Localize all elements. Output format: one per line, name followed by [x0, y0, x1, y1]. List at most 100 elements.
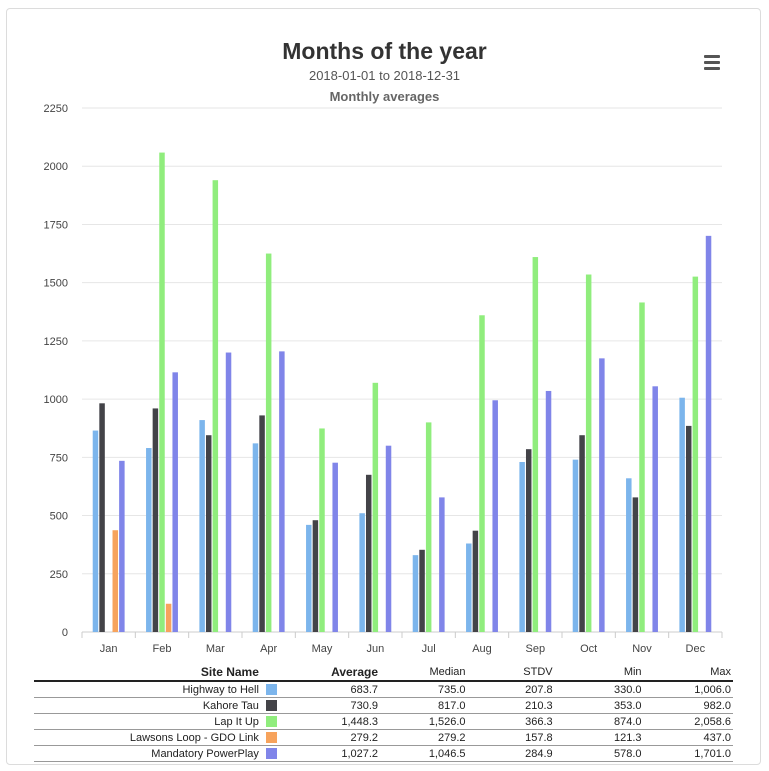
x-tick-label: Mar — [206, 643, 225, 655]
bar[interactable] — [492, 400, 498, 632]
bar[interactable] — [306, 524, 312, 632]
header-max: Max — [643, 664, 733, 682]
bar[interactable] — [685, 425, 692, 632]
bar[interactable] — [112, 530, 119, 632]
bar[interactable] — [119, 460, 125, 632]
bar[interactable] — [152, 408, 159, 632]
bar[interactable] — [259, 415, 265, 632]
x-tick-label: Apr — [260, 643, 277, 655]
bar[interactable] — [479, 315, 485, 632]
min-cell: 353.0 — [554, 697, 644, 714]
bar[interactable] — [692, 276, 699, 632]
bar[interactable] — [312, 520, 319, 632]
bar[interactable] — [419, 549, 425, 632]
bar[interactable] — [172, 372, 178, 632]
bar[interactable] — [92, 430, 99, 632]
median-cell: 735.0 — [380, 681, 468, 698]
bar[interactable] — [679, 397, 685, 632]
bar[interactable] — [639, 302, 645, 632]
min-cell: 330.0 — [554, 681, 644, 698]
header-min: Min — [554, 664, 644, 682]
bar[interactable] — [159, 152, 165, 632]
stdv-cell: 284.9 — [467, 745, 555, 762]
median-cell: 817.0 — [380, 697, 468, 714]
header-median: Median — [380, 664, 468, 682]
bar[interactable] — [626, 478, 632, 632]
max-cell: 437.0 — [643, 729, 733, 746]
header-site-name: Site Name — [34, 664, 261, 682]
y-tick-label: 0 — [62, 627, 68, 639]
bar[interactable] — [472, 530, 479, 632]
bar[interactable] — [365, 474, 372, 632]
bar[interactable] — [212, 180, 219, 632]
bar[interactable] — [519, 461, 525, 632]
stdv-cell: 157.8 — [467, 729, 555, 746]
chart-card — [6, 8, 761, 765]
bar[interactable] — [412, 555, 419, 632]
header-stdv: STDV — [467, 664, 555, 682]
y-tick-label: 2000 — [44, 161, 68, 173]
bar[interactable] — [466, 543, 472, 632]
max-cell: 2,058.6 — [643, 713, 733, 730]
swatch-cell — [260, 697, 283, 714]
average-cell: 1,448.3 — [282, 713, 381, 730]
min-cell: 874.0 — [554, 713, 644, 730]
y-tick-label: 1000 — [44, 394, 68, 406]
bar[interactable] — [332, 462, 338, 632]
bar[interactable] — [439, 497, 445, 632]
x-tick-label: Jan — [100, 643, 118, 655]
y-tick-label: 1750 — [44, 219, 68, 231]
legend-swatch — [266, 732, 278, 744]
bar[interactable] — [372, 382, 379, 632]
bar[interactable] — [545, 390, 552, 632]
x-tick-label: Jun — [366, 643, 384, 655]
y-tick-label: 1500 — [44, 278, 68, 290]
bar[interactable] — [199, 420, 205, 632]
bar[interactable] — [425, 422, 432, 632]
bar[interactable] — [579, 435, 585, 632]
bar[interactable] — [632, 497, 639, 632]
bar[interactable] — [225, 352, 232, 632]
x-tick-label: Oct — [580, 643, 597, 655]
bar[interactable] — [385, 445, 392, 632]
bar[interactable] — [252, 443, 259, 632]
bar[interactable] — [532, 257, 539, 632]
bar[interactable] — [319, 428, 325, 632]
bar[interactable] — [525, 449, 532, 632]
min-cell: 121.3 — [554, 729, 644, 746]
bar[interactable] — [359, 513, 365, 632]
bar[interactable] — [705, 235, 712, 632]
bar[interactable] — [205, 435, 212, 632]
bar[interactable] — [599, 358, 605, 632]
bar[interactable] — [165, 603, 172, 632]
bar[interactable] — [146, 448, 152, 632]
site-name-cell: Mandatory PowerPlay — [34, 745, 261, 762]
swatch-cell — [260, 713, 283, 730]
x-tick-label: Sep — [526, 643, 546, 655]
stdv-cell: 207.8 — [467, 681, 555, 698]
bar[interactable] — [572, 459, 579, 632]
bar[interactable] — [99, 403, 105, 632]
bar[interactable] — [279, 351, 285, 632]
bar[interactable] — [652, 386, 658, 632]
y-axis-ticks: 0 250 500 750 1000 1250 1500 1750 2000 2250 — [44, 103, 68, 639]
grid-lines — [82, 107, 722, 633]
x-tick-label: Nov — [632, 643, 652, 655]
median-cell: 1,046.5 — [380, 745, 468, 762]
site-name-cell: Lawsons Loop - GDO Link — [34, 729, 261, 746]
y-tick-label: 750 — [50, 452, 68, 464]
average-cell: 683.7 — [282, 681, 381, 698]
median-cell: 279.2 — [380, 729, 468, 746]
table-row: Lap It Up 1,448.3 1,526.0 366.3 874.0 2,058.6 — [34, 713, 733, 730]
legend-swatch — [266, 716, 278, 728]
x-tick-label: Jul — [422, 643, 436, 655]
statistics-table: Site Name Average Median STDV Min Max Hi… — [34, 664, 733, 762]
x-axis-ticks: Jan Feb Mar Apr May Jun Jul Aug Sep Oct Nov Dec — [81, 632, 723, 655]
bar[interactable] — [265, 253, 272, 633]
hamburger-menu-icon[interactable] — [700, 52, 724, 72]
bar[interactable] — [585, 274, 592, 632]
table-row: Highway to Hell 683.7 735.0 207.8 330.0 1,006… — [34, 681, 733, 698]
site-name-cell: Highway to Hell — [34, 681, 261, 698]
average-cell: 730.9 — [282, 697, 381, 714]
min-cell: 578.0 — [554, 745, 644, 762]
